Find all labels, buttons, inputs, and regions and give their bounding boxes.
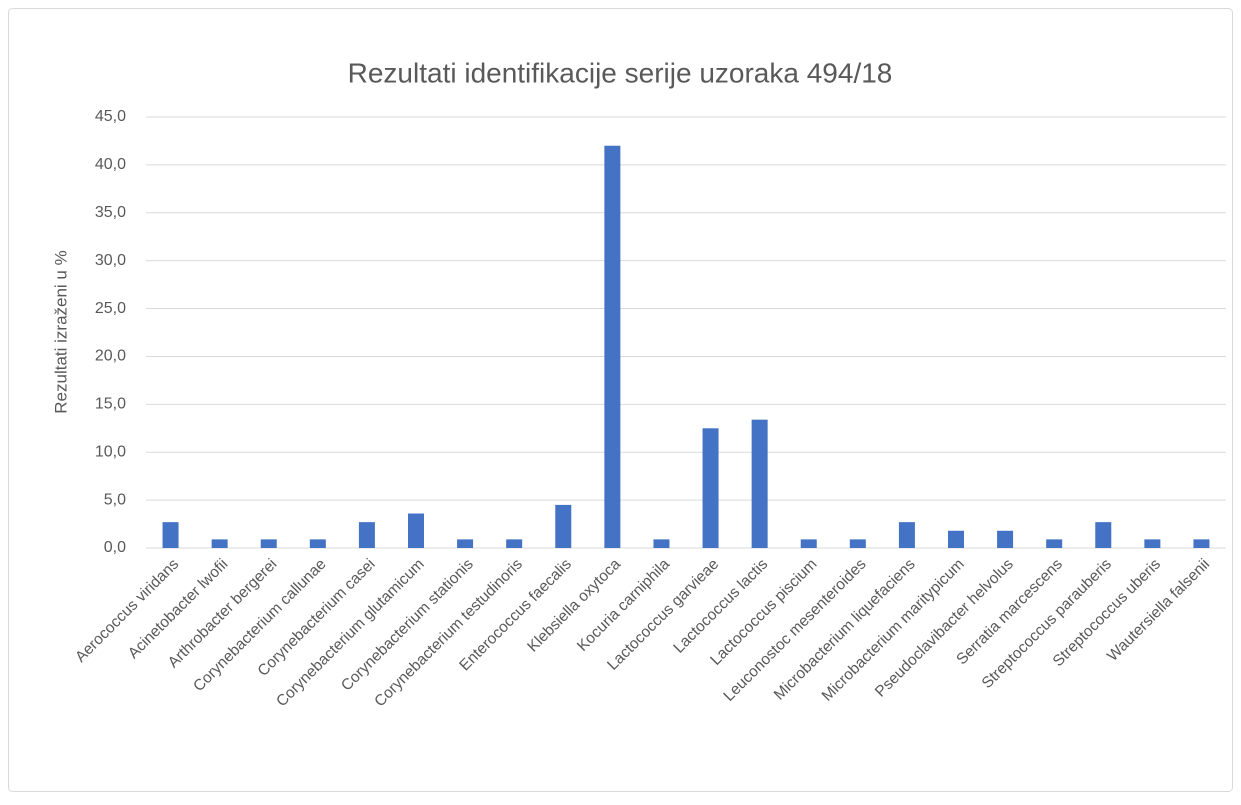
bar: [408, 513, 424, 548]
bar: [702, 428, 719, 548]
bar: [751, 419, 768, 548]
y-tick-label: 25,0: [95, 300, 126, 317]
bar: [849, 539, 866, 548]
bar: [1144, 539, 1161, 548]
y-tick-label: 45,0: [95, 108, 126, 125]
y-tick-label: 10,0: [95, 443, 126, 460]
y-axis-label: Rezultati izraženi u %: [51, 250, 70, 413]
y-tick-label: 30,0: [95, 252, 126, 269]
bar: [309, 539, 326, 548]
bar: [800, 539, 817, 548]
y-tick-label: 20,0: [95, 348, 126, 365]
bar: [457, 539, 474, 548]
bar: [604, 145, 621, 548]
y-tick-label: 0,0: [104, 539, 126, 556]
bar: [997, 530, 1014, 548]
bar: [162, 522, 179, 548]
bar: [260, 539, 277, 548]
y-tick-label: 35,0: [95, 204, 126, 221]
y-tick-label: 15,0: [95, 396, 126, 413]
bar: [1095, 522, 1112, 548]
bar: [211, 539, 228, 548]
bar: [1193, 539, 1210, 548]
chart-title: Rezultati identifikacije serije uzoraka …: [348, 57, 893, 88]
bar: [1046, 539, 1063, 548]
bar: [653, 539, 670, 548]
chart-border: [8, 8, 1233, 792]
bar: [898, 522, 915, 548]
y-tick-label: 5,0: [104, 491, 126, 508]
bar: [358, 522, 375, 548]
bar: [948, 530, 964, 548]
y-tick-label: 40,0: [95, 156, 126, 173]
bar: [555, 504, 572, 548]
bar: [506, 539, 523, 548]
